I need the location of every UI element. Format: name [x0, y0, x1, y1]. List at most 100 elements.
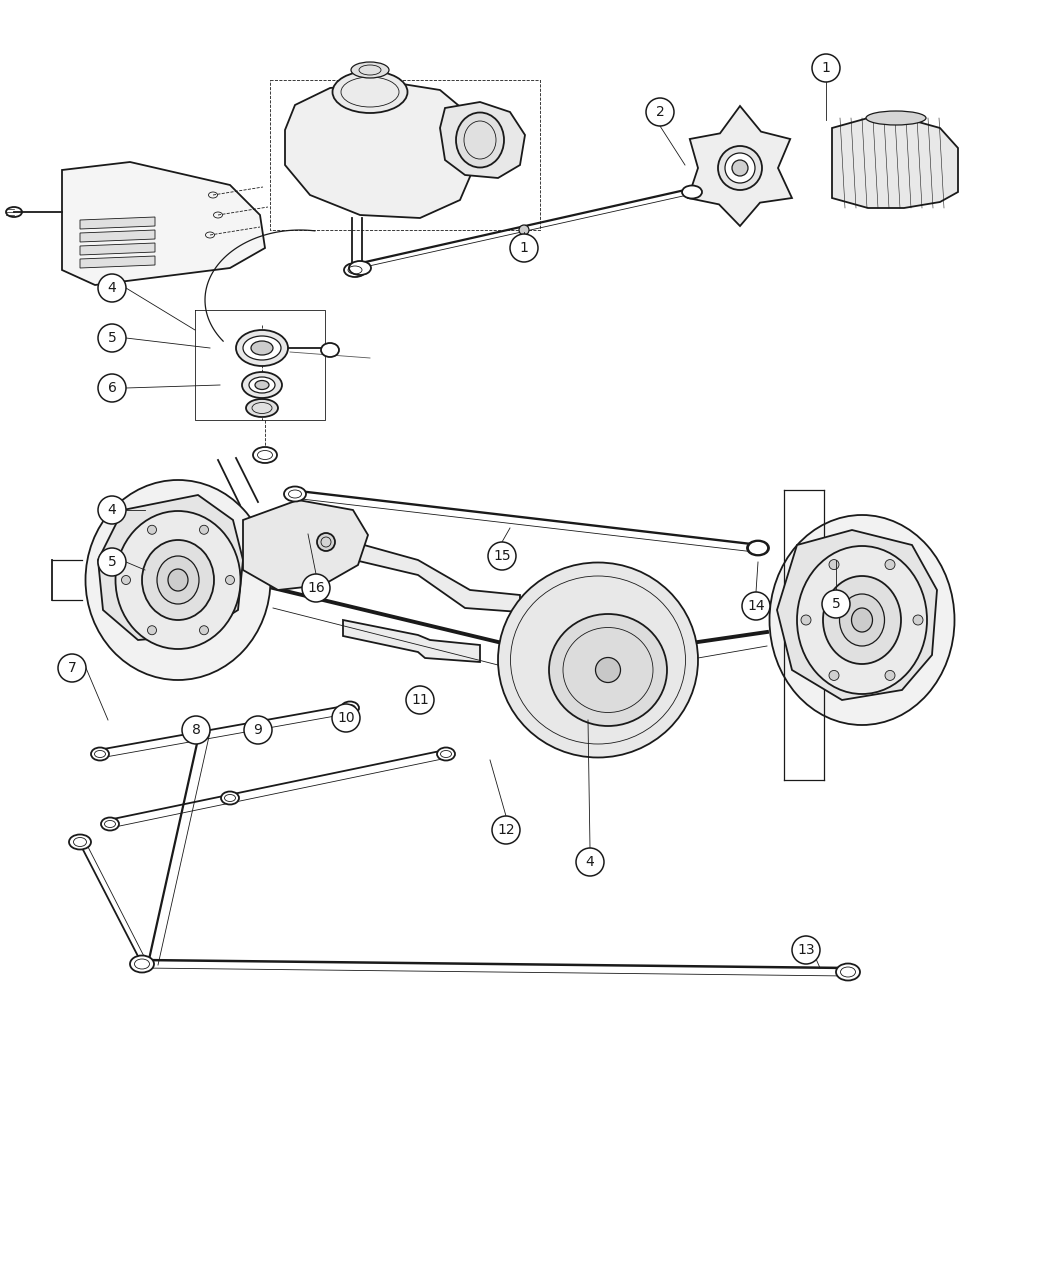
Ellipse shape [801, 616, 811, 624]
Ellipse shape [242, 372, 282, 398]
Ellipse shape [321, 344, 339, 358]
Ellipse shape [595, 658, 621, 682]
Ellipse shape [866, 111, 926, 125]
Circle shape [646, 98, 674, 126]
Ellipse shape [748, 541, 768, 555]
Circle shape [492, 816, 520, 844]
Ellipse shape [914, 616, 923, 624]
Ellipse shape [724, 153, 755, 183]
Ellipse shape [885, 670, 895, 681]
Circle shape [182, 716, 210, 744]
Circle shape [98, 374, 126, 402]
Ellipse shape [341, 701, 359, 715]
Text: 5: 5 [832, 598, 840, 610]
Ellipse shape [732, 160, 748, 176]
Ellipse shape [519, 225, 529, 235]
Ellipse shape [840, 594, 884, 646]
Ellipse shape [437, 747, 455, 761]
Text: 11: 11 [412, 693, 428, 707]
Polygon shape [80, 255, 155, 268]
Ellipse shape [191, 725, 209, 738]
Ellipse shape [718, 146, 762, 190]
Ellipse shape [158, 555, 200, 604]
Ellipse shape [101, 817, 119, 830]
Ellipse shape [168, 570, 188, 591]
Polygon shape [440, 102, 525, 178]
Ellipse shape [823, 576, 901, 664]
Polygon shape [80, 217, 155, 229]
Ellipse shape [333, 72, 407, 112]
Ellipse shape [236, 329, 288, 366]
Ellipse shape [243, 336, 281, 360]
Circle shape [510, 234, 538, 262]
Ellipse shape [116, 511, 240, 649]
Text: 14: 14 [748, 599, 764, 613]
Circle shape [822, 590, 850, 618]
Ellipse shape [147, 525, 156, 534]
Ellipse shape [253, 447, 277, 464]
Ellipse shape [226, 576, 234, 585]
Ellipse shape [284, 487, 306, 502]
Text: 10: 10 [337, 711, 355, 725]
Ellipse shape [830, 670, 839, 681]
Ellipse shape [498, 562, 698, 757]
Polygon shape [285, 82, 475, 218]
Ellipse shape [220, 792, 239, 805]
Text: 2: 2 [655, 105, 665, 119]
Polygon shape [346, 540, 520, 612]
Circle shape [98, 495, 126, 524]
Ellipse shape [130, 955, 154, 973]
Polygon shape [343, 621, 480, 661]
Polygon shape [688, 106, 792, 226]
Ellipse shape [836, 964, 860, 981]
Circle shape [332, 704, 360, 732]
Ellipse shape [249, 377, 275, 393]
Polygon shape [62, 162, 265, 285]
Ellipse shape [317, 533, 335, 550]
Ellipse shape [251, 341, 273, 355]
Text: 1: 1 [520, 241, 528, 255]
Ellipse shape [456, 112, 504, 167]
Ellipse shape [351, 63, 388, 78]
Polygon shape [80, 243, 155, 255]
Ellipse shape [147, 626, 156, 635]
Text: 1: 1 [821, 61, 831, 75]
Ellipse shape [69, 834, 91, 849]
Circle shape [98, 324, 126, 352]
Circle shape [58, 654, 86, 682]
Ellipse shape [770, 515, 954, 725]
Ellipse shape [200, 525, 209, 534]
Text: 8: 8 [191, 723, 201, 737]
Text: 16: 16 [307, 581, 324, 595]
Circle shape [302, 573, 330, 601]
Ellipse shape [200, 626, 209, 635]
Ellipse shape [349, 261, 371, 275]
Ellipse shape [344, 263, 366, 277]
Text: 9: 9 [253, 723, 262, 737]
Text: 4: 4 [586, 856, 594, 870]
Text: 5: 5 [107, 331, 117, 345]
Text: 7: 7 [67, 661, 77, 676]
Circle shape [98, 275, 126, 301]
Circle shape [488, 541, 516, 570]
Ellipse shape [142, 540, 214, 621]
Ellipse shape [797, 547, 927, 693]
Polygon shape [832, 117, 958, 208]
Text: 15: 15 [494, 549, 510, 563]
Circle shape [244, 716, 272, 744]
Circle shape [406, 686, 434, 714]
Text: 5: 5 [107, 555, 117, 570]
Polygon shape [98, 495, 243, 640]
Ellipse shape [549, 614, 667, 727]
Ellipse shape [885, 559, 895, 570]
Text: 12: 12 [498, 822, 514, 836]
Ellipse shape [747, 540, 769, 555]
Text: 13: 13 [797, 942, 815, 956]
Circle shape [742, 593, 770, 621]
Circle shape [812, 54, 840, 82]
Ellipse shape [246, 398, 278, 418]
Ellipse shape [852, 608, 873, 632]
Ellipse shape [830, 559, 839, 570]
Circle shape [576, 848, 604, 876]
Ellipse shape [682, 185, 702, 198]
